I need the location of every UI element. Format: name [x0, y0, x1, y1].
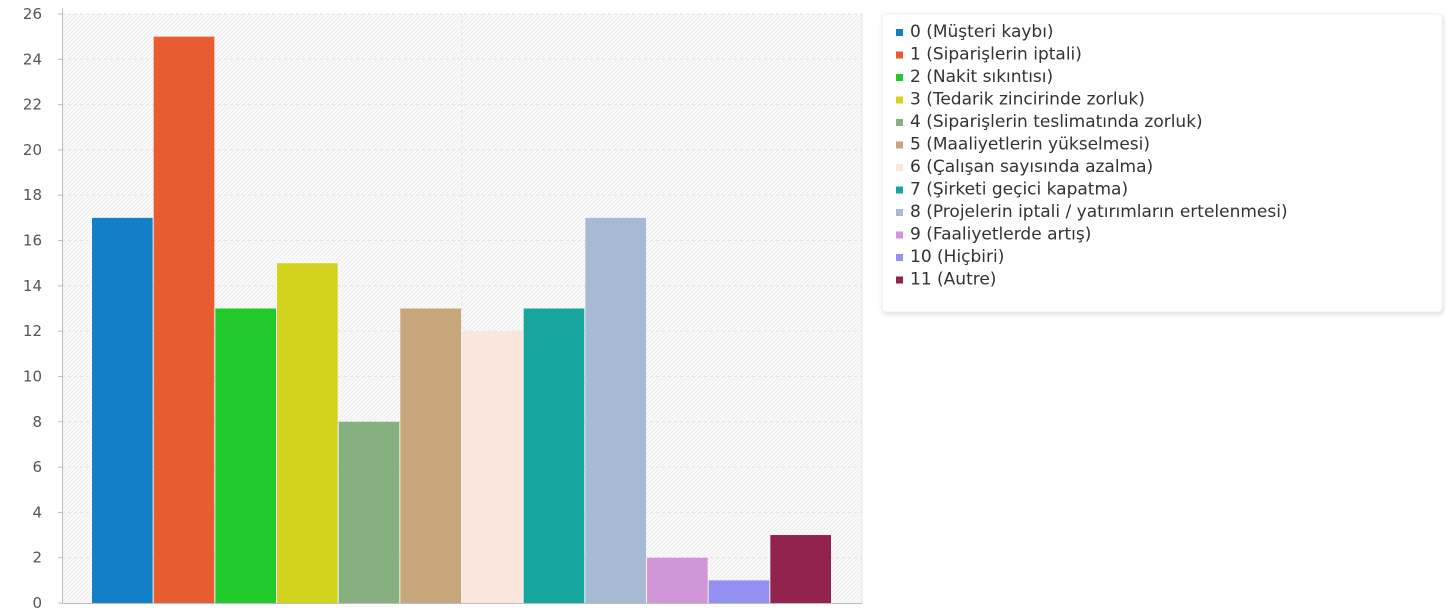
y-tick-label: 12 [23, 322, 42, 340]
legend-item-3[interactable]: 3 (Tedarik zincirinde zorluk) [910, 90, 1145, 110]
bar-7[interactable] [524, 309, 585, 604]
legend-item-11[interactable]: 11 (Autre) [910, 270, 996, 290]
y-tick-label: 24 [23, 50, 42, 68]
y-tick-label: 20 [23, 141, 42, 159]
bar-1[interactable] [154, 37, 215, 603]
legend-item-1[interactable]: 1 (Siparişlerin iptali) [910, 45, 1082, 65]
y-tick-label: 0 [32, 594, 42, 610]
bar-6[interactable] [462, 331, 523, 603]
y-tick-label: 2 [32, 549, 42, 567]
bar-5[interactable] [400, 309, 461, 604]
y-tick-label: 8 [32, 413, 42, 431]
y-tick-label: 14 [23, 277, 42, 295]
y-tick-label: 16 [23, 232, 42, 250]
legend-item-4[interactable]: 4 (Siparişlerin teslimatında zorluk) [910, 112, 1203, 132]
legend-item-9[interactable]: 9 (Faaliyetlerde artış) [910, 225, 1091, 245]
legend-item-6[interactable]: 6 (Çalışan sayısında azalma) [910, 157, 1153, 177]
y-tick-label: 22 [23, 96, 42, 114]
legend-item-7[interactable]: 7 (Şirketi geçici kapatma) [910, 180, 1128, 200]
y-tick-label: 4 [32, 503, 42, 521]
legend-swatch [896, 254, 903, 261]
legend-item-0[interactable]: 0 (Müşteri kaybı) [910, 22, 1054, 42]
legend-item-2[interactable]: 2 (Nakit sıkıntısı) [910, 67, 1053, 87]
legend-swatch [896, 187, 903, 194]
legend-swatch [896, 52, 903, 59]
bar-0[interactable] [92, 218, 153, 603]
legend-swatch [896, 97, 903, 104]
bar-11[interactable] [770, 535, 831, 603]
legend-item-10[interactable]: 10 (Hiçbiri) [910, 247, 1004, 267]
bar-9[interactable] [647, 558, 708, 603]
legend-swatch [896, 209, 903, 216]
y-tick-label: 18 [23, 186, 42, 204]
legend-item-8[interactable]: 8 (Projelerin iptali / yatırımların erte… [910, 202, 1288, 222]
y-tick-label: 10 [23, 367, 42, 385]
legend-swatch [896, 164, 903, 171]
legend-swatch [896, 74, 903, 81]
legend-swatch [896, 119, 903, 126]
y-tick-label: 6 [32, 458, 42, 476]
legend-swatch [896, 232, 903, 239]
bar-10[interactable] [709, 580, 770, 603]
bar-4[interactable] [339, 422, 400, 603]
bar-3[interactable] [277, 263, 338, 603]
legend-swatch [896, 142, 903, 149]
bar-8[interactable] [585, 218, 646, 603]
legend: 0 (Müşteri kaybı) 1 (Siparişlerin iptali)… [882, 14, 1442, 312]
legend-swatch [896, 29, 903, 36]
legend-item-5[interactable]: 5 (Maaliyetlerin yükselmesi) [910, 135, 1150, 155]
y-tick-label: 26 [23, 5, 42, 23]
legend-swatch [896, 277, 903, 284]
bar-2[interactable] [215, 309, 276, 604]
